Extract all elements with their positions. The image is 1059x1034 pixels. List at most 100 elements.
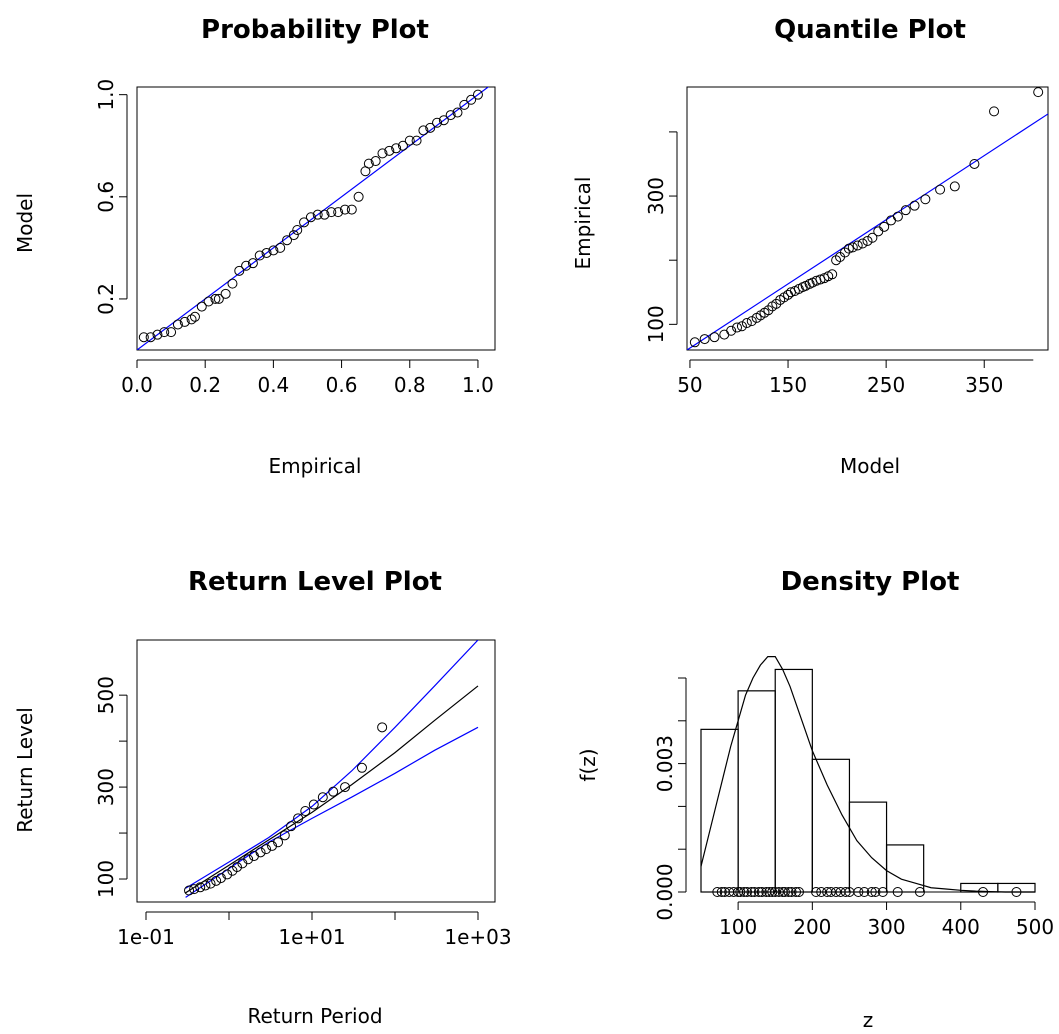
quantile-plot-frame (686, 86, 1049, 351)
return-level-plot-point (232, 862, 243, 873)
probability-plot-panel: Probability Plot Empirical Model 0.0 0.2 0… (13, 15, 496, 478)
probability-plot-y-tick-label: 0.2 (94, 283, 118, 315)
density-plot-y-tick-label: 0.000 (653, 863, 677, 920)
probability-plot-point (189, 311, 200, 322)
density-plot-rug-point (825, 887, 836, 897)
density-plot-x-tick-label: 100 (719, 915, 757, 939)
density-plot-rug-point (773, 887, 784, 897)
probability-plot-point (370, 156, 381, 167)
density-plot-bar (848, 801, 888, 893)
probability-plot-point (404, 135, 415, 146)
density-plot-rug-point (764, 887, 775, 897)
probability-plot-point (288, 230, 299, 241)
return-level-plot-point (377, 722, 388, 733)
quantile-plot-point (746, 316, 757, 327)
density-plot-rug-point (716, 887, 727, 897)
return-level-plot-point (189, 884, 200, 895)
density-plot-x-tick-label: 300 (867, 915, 905, 939)
density-plot-rug-point (914, 887, 925, 897)
quantile-plot-x-tick-label: 250 (867, 373, 905, 397)
quantile-plot-point (949, 181, 960, 192)
density-plot-ylabel: f(z) (576, 748, 600, 781)
probability-plot-x-tick-label: 0.8 (394, 373, 426, 397)
probability-plot-point (152, 329, 163, 340)
return-level-plot-upper-ci-line (185, 640, 479, 889)
quantile-plot-title: Quantile Plot (774, 15, 966, 45)
quantile-plot-x-tick-label: 50 (677, 373, 702, 397)
quantile-plot-point (763, 305, 774, 316)
density-plot-rug-point (811, 887, 822, 897)
probability-plot-point (312, 209, 323, 220)
return-level-plot-point (211, 875, 222, 886)
probability-plot-point (254, 250, 265, 261)
probability-plot-point (472, 89, 483, 100)
density-plot-rug-point (728, 887, 739, 897)
density-plot-area: 100 200 300 400 500 0.000 0.003 (653, 655, 1054, 939)
return-level-plot-point (267, 840, 278, 851)
return-level-plot-point (222, 869, 233, 880)
quantile-plot-point (900, 205, 911, 216)
probability-plot-point (203, 296, 214, 307)
density-plot-rug-point (840, 887, 851, 897)
quantile-plot-point (892, 211, 903, 222)
density-plot-rug-point (866, 887, 877, 897)
density-plot-rug-point (739, 887, 750, 897)
return-level-plot-point (255, 847, 266, 858)
density-plot-rug-point (712, 887, 723, 897)
quantile-plot-point (689, 337, 700, 348)
probability-plot-point (466, 94, 477, 105)
probability-plot-point (319, 209, 330, 220)
quantile-plot-point (732, 322, 743, 333)
density-plot-rug-point (1011, 887, 1022, 897)
quantile-plot-point (989, 106, 1000, 117)
return-level-plot-point (340, 782, 351, 793)
density-plot-rug-point (770, 887, 781, 897)
quantile-plot-fit-line (687, 113, 1048, 350)
probability-plot-xlabel: Empirical (269, 454, 362, 478)
density-plot-bar (737, 690, 776, 893)
density-plot-rug-point (877, 887, 888, 897)
density-plot-bar (700, 728, 739, 893)
density-plot-rug-point (853, 887, 864, 897)
quantile-plot-point (827, 269, 838, 280)
probability-plot-point (159, 327, 170, 338)
probability-plot-point (186, 314, 197, 325)
return-level-plot-y-tick-label: 500 (94, 676, 118, 714)
density-plot-rug-point (756, 887, 767, 897)
probability-plot-point (241, 260, 252, 271)
quantile-plot-point (719, 329, 730, 340)
probability-plot-point (299, 217, 310, 228)
return-level-plot-point (205, 878, 216, 889)
quantile-plot-point (736, 321, 747, 332)
return-level-plot-point (200, 880, 211, 891)
quantile-plot-point (709, 332, 720, 343)
density-plot-bar (885, 844, 925, 893)
quantile-plot-point (920, 194, 931, 205)
return-level-plot-panel: Return Level Plot Return Period Return L… (13, 567, 512, 1028)
density-plot-bar (811, 758, 851, 893)
density-plot-rug-point (816, 887, 827, 897)
density-plot-rug-point (783, 887, 794, 897)
return-level-plot-point (273, 837, 284, 848)
return-level-plot-frame (136, 639, 496, 903)
return-level-plot-lower-ci-line (185, 726, 479, 898)
probability-plot-point (445, 110, 456, 121)
density-plot-rug-point (892, 887, 903, 897)
return-level-plot-point (308, 799, 319, 810)
probability-plot-frame (136, 86, 496, 351)
quantile-plot-point (862, 235, 873, 246)
density-plot-rug-point (767, 887, 778, 897)
density-plot-rug-point (779, 887, 790, 897)
probability-plot-point (210, 293, 221, 304)
density-plot-x-tick-label: 400 (942, 915, 980, 939)
quantile-plot-xlabel: Model (840, 454, 900, 478)
return-level-plot-point (293, 813, 304, 824)
probability-plot-point (234, 265, 245, 276)
probability-plot-point (353, 191, 364, 202)
quantile-plot-point (857, 238, 868, 249)
probability-plot-point (425, 122, 436, 133)
return-level-plot-ylabel: Return Level (13, 707, 37, 833)
density-plot-rug-point (753, 887, 764, 897)
density-plot-rug-point (746, 887, 757, 897)
